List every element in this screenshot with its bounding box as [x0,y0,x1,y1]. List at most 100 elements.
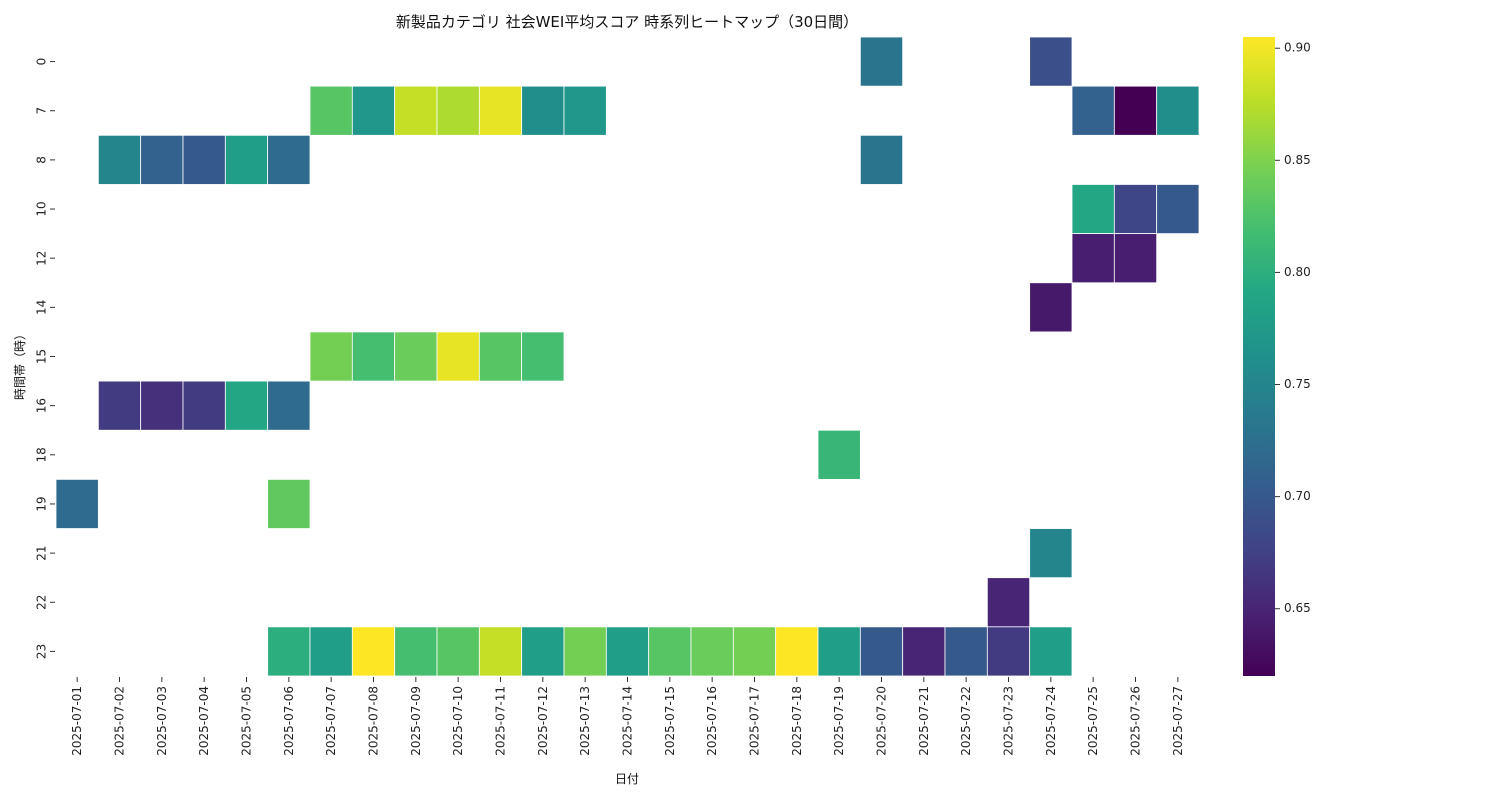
y-axis-ticks: 0 7 8 10 12 14 15 16 18 19 21 22 23 [35,58,55,659]
heatmap-cell [1113,184,1158,235]
heatmap-cell [224,380,269,431]
x-tick-label: 2025-07-05 [240,686,254,756]
x-tick-label: 2025-07-27 [1171,686,1185,756]
y-tick-label: 8 [35,156,49,164]
heatmap-cell [1029,528,1073,579]
heatmap-cell [648,626,692,677]
heatmap-cell [55,478,99,529]
y-tick-label: 14 [35,300,49,315]
x-tick-label: 2025-07-22 [959,686,973,756]
y-tick-label: 16 [35,398,49,413]
heatmap-cell [1071,85,1115,136]
heatmap-cell [521,85,565,136]
x-tick-label: 2025-07-16 [705,686,719,756]
heatmap-cell [859,626,904,677]
heatmap-cell [351,331,396,382]
y-tick-label: 12 [35,251,49,266]
heatmap-cell [817,429,861,480]
heatmap-cell [1029,36,1073,87]
heatmap-cell [563,626,607,677]
y-axis-title: 時間帯（時） [13,328,27,400]
chart-title: 新製品カテゴリ 社会WEI平均スコア 時系列ヒートマップ（30日間） [396,13,858,31]
x-tick-label: 2025-07-21 [917,686,931,756]
x-tick-label: 2025-07-02 [113,686,127,756]
y-tick-label: 0 [35,58,49,66]
heatmap-cell [394,85,438,136]
heatmap-cell [478,331,523,382]
colorbar-tick-label: 0.70 [1284,489,1311,503]
heatmap-cell [436,626,480,677]
heatmap-cell [224,134,269,185]
colorbar-tick-label: 0.90 [1284,41,1311,55]
heatmap-cell [140,380,184,431]
heatmap-cell [859,134,904,185]
x-tick-label: 2025-07-06 [282,686,296,756]
heatmap-cell [309,626,353,677]
heatmap-cell [182,380,226,431]
heatmap-cell [351,626,396,677]
x-tick-label: 2025-07-14 [621,686,635,756]
heatmap-cell [817,626,861,677]
heatmap-cell [563,85,607,136]
heatmap-cell [267,626,311,677]
heatmap-cells [55,36,1200,677]
x-tick-label: 2025-07-01 [70,686,84,756]
heatmap-cell [1029,626,1073,677]
heatmap-cell [732,626,777,677]
heatmap-cell [944,626,988,677]
heatmap-cell [859,36,904,87]
y-tick-label: 15 [35,349,49,364]
heatmap-cell [775,626,819,677]
colorbar-tick-label: 0.65 [1284,601,1311,615]
x-axis-ticks: 2025-07-01 2025-07-02 2025-07-03 2025-07-04… [70,677,1185,756]
y-tick-label: 18 [35,447,49,462]
x-tick-label: 2025-07-12 [536,686,550,756]
x-tick-label: 2025-07-13 [578,686,592,756]
heatmap-cell [1029,282,1073,333]
heatmap-cell [521,626,565,677]
heatmap-cell [394,331,438,382]
x-tick-label: 2025-07-18 [790,686,804,756]
heatmap-cell [351,85,396,136]
heatmap-cell [1113,85,1158,136]
x-tick-label: 2025-07-07 [324,686,338,756]
y-tick-label: 23 [35,644,49,659]
heatmap-cell [521,331,565,382]
heatmap-cell [309,85,353,136]
x-tick-label: 2025-07-23 [1002,686,1016,756]
heatmap-cell [1156,85,1200,136]
x-tick-label: 2025-07-04 [197,686,211,756]
heatmap-cell [986,626,1031,677]
colorbar: 0.65 0.70 0.75 0.80 0.85 0.90 [1243,37,1311,676]
heatmap-cell [478,85,523,136]
y-tick-label: 21 [35,545,49,560]
heatmap-cell [902,626,946,677]
heatmap-cell [267,134,311,185]
y-tick-label: 7 [35,107,49,115]
x-tick-label: 2025-07-11 [494,686,508,756]
heatmap-cell [1113,233,1158,284]
heatmap-cell [690,626,734,677]
heatmap-cell [1071,184,1115,235]
heatmap-cell [267,478,311,529]
heatmap-cell [436,85,480,136]
heatmap-cell [97,134,142,185]
x-tick-label: 2025-07-08 [367,686,381,756]
heatmap-cell [97,380,142,431]
x-tick-label: 2025-07-20 [875,686,889,756]
heatmap-cell [182,134,226,185]
heatmap-cell [267,380,311,431]
heatmap-cell [140,134,184,185]
heatmap-cell [436,331,480,382]
heatmap-cell [1156,184,1200,235]
x-tick-label: 2025-07-24 [1044,686,1058,756]
x-tick-label: 2025-07-15 [663,686,677,756]
x-tick-label: 2025-07-10 [451,686,465,756]
y-tick-label: 22 [35,595,49,610]
heatmap-cell [1071,233,1115,284]
colorbar-tick-label: 0.85 [1284,153,1311,167]
heatmap-cell [309,331,353,382]
colorbar-tick-label: 0.75 [1284,377,1311,391]
x-axis-title: 日付 [615,772,639,786]
